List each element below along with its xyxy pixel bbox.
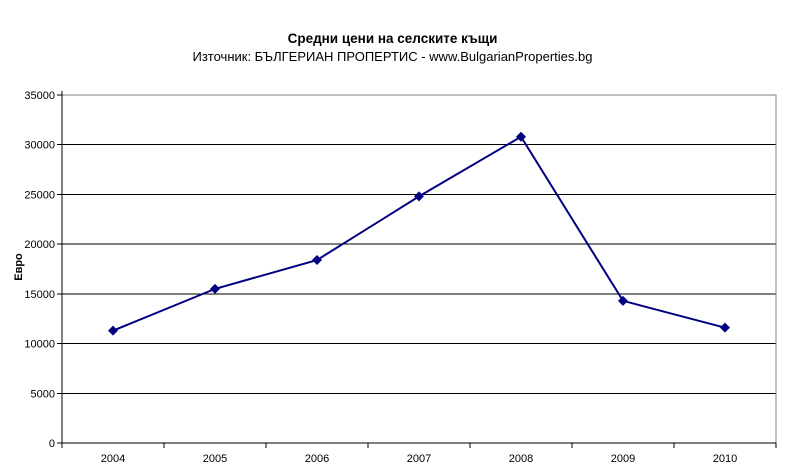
y-tick-label: 0: [49, 438, 55, 450]
data-point-2007: [414, 191, 424, 202]
y-tick-label: 35000: [24, 90, 55, 102]
x-tick-label: 2007: [407, 453, 431, 465]
y-tick-label: 30000: [24, 140, 55, 152]
data-point-2010: [720, 322, 730, 333]
x-tick-label: 2005: [203, 453, 227, 465]
data-point-2008: [516, 131, 526, 142]
y-tick-label: 25000: [24, 189, 55, 201]
plot-border: [61, 94, 777, 444]
x-tick-label: 2008: [509, 453, 533, 465]
x-tick-label: 2009: [611, 453, 635, 465]
y-tick-label: 20000: [24, 239, 55, 251]
x-tick-label: 2006: [305, 453, 329, 465]
data-point-2004: [108, 325, 118, 336]
chart-subtitle: Източник: БЪЛГЕРИАН ПРОПЕРТИС - www.Bulg…: [192, 49, 593, 64]
x-tick-label: 2010: [713, 453, 737, 465]
y-tick-label: 10000: [24, 339, 55, 351]
data-point-2005: [210, 283, 220, 294]
series-line: [112, 135, 726, 332]
data-point-2009: [618, 295, 628, 306]
y-tick-label: 15000: [24, 289, 55, 301]
x-tick-label: 2004: [101, 453, 125, 465]
y-tick-label: 5000: [31, 388, 55, 400]
data-point-2006: [312, 255, 322, 266]
chart-title: Средни цени на селските къщи: [287, 31, 498, 46]
